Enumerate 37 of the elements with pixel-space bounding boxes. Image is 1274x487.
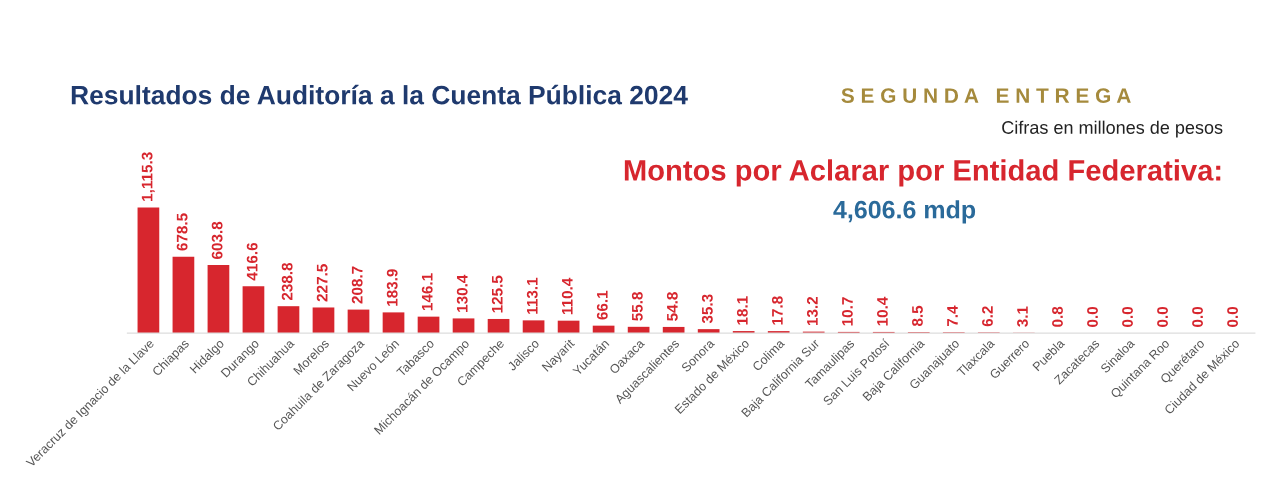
text: Montos por Aclarar por Entidad Federativa:	[624, 159, 1221, 187]
data-label: 238.8	[281, 262, 293, 301]
text: S E G U N D A E N T R E G A	[841, 88, 1131, 103]
data-label: 130.4	[456, 274, 468, 312]
data-label: 18.1	[736, 296, 748, 325]
data-label: 0.0	[1192, 306, 1203, 327]
data-label: 13.2	[806, 296, 818, 326]
data-label: 35.3	[701, 294, 713, 324]
data-label: 0.0	[1227, 306, 1238, 327]
data-label: 6.2	[982, 306, 993, 327]
data-label: 183.9	[386, 269, 398, 306]
text: Cifras en millones de pesos	[1002, 120, 1223, 138]
data-label: 603.8	[211, 221, 223, 259]
data-label: 66.1	[596, 290, 608, 320]
data-label: 110.4	[561, 277, 573, 315]
data-label: 0.0	[1122, 306, 1133, 327]
data-label: 113.1	[526, 277, 538, 314]
data-label: 125.5	[491, 275, 503, 313]
data-label: 1,115.3	[141, 152, 155, 201]
data-label: 0.8	[1052, 306, 1063, 327]
data-label: 7.4	[947, 305, 958, 327]
data-label: 10.7	[842, 297, 853, 326]
data-label: 0.0	[1087, 306, 1098, 327]
annotation: 4,606.6 mdp	[833, 200, 976, 224]
data-label: 8.5	[912, 305, 923, 327]
data-label: 208.7	[351, 266, 363, 304]
data-label: 146.1	[421, 273, 433, 311]
data-label: 416.6	[246, 242, 258, 281]
data-label: 54.8	[666, 292, 678, 321]
data-label: 678.5	[176, 213, 188, 251]
chart-title: Resultados de Auditoría a la Cuenta Pública 2024	[71, 84, 688, 105]
data-label: 55.8	[631, 292, 643, 321]
data-label: 0.0	[1157, 306, 1168, 327]
data-label: 3.1	[1017, 306, 1028, 327]
data-label: 10.4	[877, 296, 888, 326]
data-label: 17.8	[771, 296, 783, 325]
data-label: 227.5	[316, 264, 328, 302]
